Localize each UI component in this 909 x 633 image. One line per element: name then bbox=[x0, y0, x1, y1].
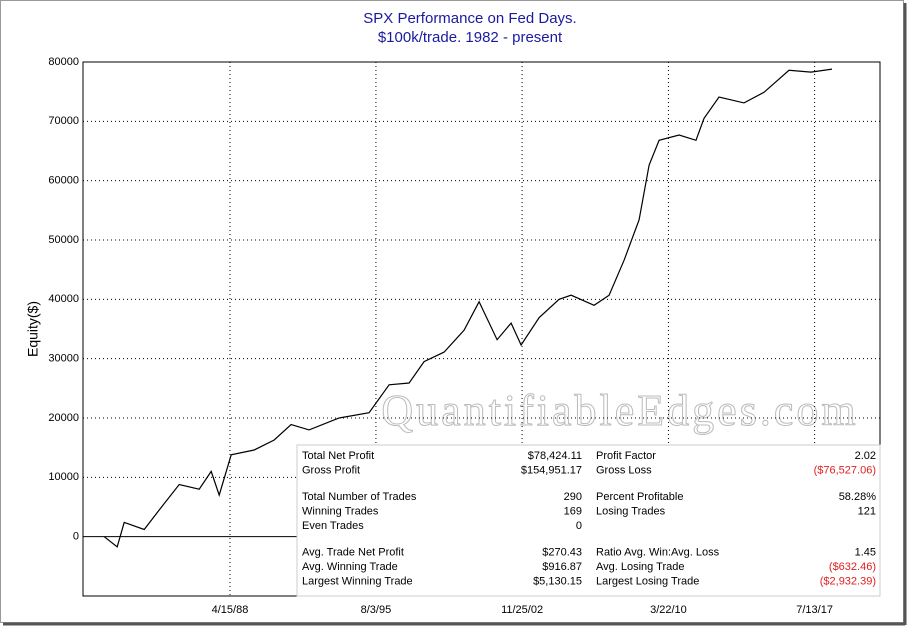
stat-label: Avg. Winning Trade bbox=[302, 561, 398, 573]
stat-value: $916.87 bbox=[542, 561, 582, 573]
stat-label: Largest Losing Trade bbox=[596, 575, 699, 587]
x-tick-label: 11/25/02 bbox=[501, 604, 543, 616]
stat-value: $5,130.15 bbox=[533, 575, 582, 587]
x-tick-label: 4/15/88 bbox=[212, 604, 249, 616]
y-tick-label: 70000 bbox=[48, 115, 79, 127]
stat-value: $154,951.17 bbox=[521, 464, 582, 476]
chart-subtitle: $100k/trade. 1982 - present bbox=[378, 29, 563, 46]
stat-label: Ratio Avg. Win:Avg. Loss bbox=[596, 546, 720, 558]
stat-value: $270.43 bbox=[542, 546, 582, 558]
y-tick-label: 40000 bbox=[48, 293, 79, 305]
stat-value: 0 bbox=[576, 520, 582, 532]
stat-label: Winning Trades bbox=[302, 505, 379, 517]
table-box bbox=[296, 444, 881, 597]
stat-label: Avg. Trade Net Profit bbox=[302, 546, 404, 558]
stat-value: 2.02 bbox=[855, 450, 876, 462]
stat-value: 169 bbox=[564, 505, 582, 517]
y-tick-label: 0 bbox=[73, 531, 79, 543]
y-tick-label: 30000 bbox=[48, 353, 79, 365]
stat-label: Total Net Profit bbox=[302, 450, 374, 462]
stat-label: Avg. Losing Trade bbox=[596, 561, 684, 573]
x-tick-label: 7/13/17 bbox=[796, 604, 833, 616]
stat-label: Percent Profitable bbox=[596, 491, 683, 503]
watermark: QuantifiableEdges.com bbox=[381, 386, 858, 435]
y-tick-label: 50000 bbox=[48, 234, 79, 246]
stat-label: Total Number of Trades bbox=[302, 491, 417, 503]
stat-value: 290 bbox=[564, 491, 582, 503]
y-tick-label: 20000 bbox=[48, 412, 79, 424]
stat-label: Losing Trades bbox=[596, 505, 666, 517]
stat-label: Profit Factor bbox=[596, 450, 656, 462]
stat-value: ($2,932.39) bbox=[820, 575, 876, 587]
stat-value: ($76,527.06) bbox=[814, 464, 876, 476]
stat-value: ($632.46) bbox=[829, 561, 876, 573]
stat-label: Even Trades bbox=[302, 520, 364, 532]
stat-value: 1.45 bbox=[855, 546, 876, 558]
stat-label: Gross Loss bbox=[596, 464, 652, 476]
y-tick-label: 10000 bbox=[48, 471, 79, 483]
stat-value: 58.28% bbox=[839, 491, 877, 503]
chart-title: SPX Performance on Fed Days. bbox=[363, 10, 576, 27]
stat-value: $78,424.11 bbox=[528, 450, 582, 462]
y-tick-label: 80000 bbox=[48, 56, 79, 68]
stats-table: Total Net Profit $78,424.11 Profit Factor 2… bbox=[296, 444, 881, 597]
stat-label: Gross Profit bbox=[302, 464, 360, 476]
stat-value: 121 bbox=[858, 505, 876, 517]
stat-label: Largest Winning Trade bbox=[302, 575, 413, 587]
y-axis-label: Equity($) bbox=[25, 301, 41, 357]
equity-line bbox=[103, 68, 833, 548]
x-tick-label: 3/22/10 bbox=[650, 604, 687, 616]
x-tick-label: 8/3/95 bbox=[361, 604, 392, 616]
y-tick-label: 60000 bbox=[48, 175, 79, 187]
